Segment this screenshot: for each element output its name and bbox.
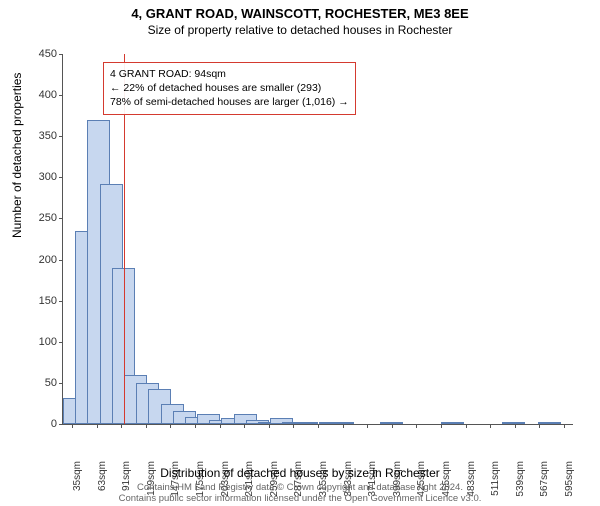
x-tick-mark bbox=[146, 424, 147, 428]
y-tick-label: 250 bbox=[25, 212, 57, 224]
y-tick-mark bbox=[59, 383, 63, 384]
annotation-line2: ← 22% of detached houses are smaller (29… bbox=[110, 81, 349, 95]
y-tick-mark bbox=[59, 260, 63, 261]
y-axis-label: Number of detached properties bbox=[10, 73, 24, 238]
y-tick-label: 100 bbox=[25, 336, 57, 348]
x-tick-mark bbox=[121, 424, 122, 428]
y-tick-label: 50 bbox=[25, 377, 57, 389]
y-tick-mark bbox=[59, 136, 63, 137]
x-tick-mark bbox=[244, 424, 245, 428]
histogram-bar bbox=[538, 422, 561, 424]
annotation-line3: 78% of semi-detached houses are larger (… bbox=[110, 95, 349, 109]
x-tick-mark bbox=[318, 424, 319, 428]
x-tick-mark bbox=[220, 424, 221, 428]
y-tick-mark bbox=[59, 342, 63, 343]
x-tick-mark bbox=[539, 424, 540, 428]
histogram-bar bbox=[441, 422, 464, 424]
x-tick-mark bbox=[392, 424, 393, 428]
plot-area: 05010015020025030035040045035sqm63sqm91s… bbox=[62, 54, 573, 425]
y-tick-mark bbox=[59, 301, 63, 302]
y-tick-label: 350 bbox=[25, 130, 57, 142]
y-tick-label: 200 bbox=[25, 254, 57, 266]
x-tick-mark bbox=[97, 424, 98, 428]
y-tick-label: 400 bbox=[25, 89, 57, 101]
chart-container: 05010015020025030035040045035sqm63sqm91s… bbox=[62, 54, 572, 424]
x-tick-mark bbox=[466, 424, 467, 428]
x-tick-mark bbox=[343, 424, 344, 428]
x-tick-mark bbox=[416, 424, 417, 428]
histogram-bar bbox=[295, 422, 318, 424]
y-tick-mark bbox=[59, 54, 63, 55]
y-tick-label: 150 bbox=[25, 295, 57, 307]
attribution-line2: Contains public sector information licen… bbox=[119, 493, 482, 504]
y-tick-mark bbox=[59, 95, 63, 96]
x-tick-mark bbox=[293, 424, 294, 428]
annotation-box: 4 GRANT ROAD: 94sqm← 22% of detached hou… bbox=[103, 62, 356, 115]
x-tick-mark bbox=[490, 424, 491, 428]
x-tick-mark bbox=[515, 424, 516, 428]
x-tick-mark bbox=[72, 424, 73, 428]
y-tick-label: 300 bbox=[25, 171, 57, 183]
y-tick-mark bbox=[59, 424, 63, 425]
attribution-line1: Contains HM Land Registry data © Crown c… bbox=[137, 482, 463, 493]
chart-title-sub: Size of property relative to detached ho… bbox=[0, 23, 600, 37]
x-tick-mark bbox=[170, 424, 171, 428]
x-tick-mark bbox=[269, 424, 270, 428]
x-tick-mark bbox=[441, 424, 442, 428]
attribution-text: Contains HM Land Registry data © Crown c… bbox=[0, 482, 600, 505]
x-tick-mark bbox=[564, 424, 565, 428]
y-tick-label: 0 bbox=[25, 418, 57, 430]
y-tick-mark bbox=[59, 177, 63, 178]
x-tick-mark bbox=[367, 424, 368, 428]
annotation-line1: 4 GRANT ROAD: 94sqm bbox=[110, 67, 349, 81]
histogram-bar bbox=[502, 422, 525, 424]
x-tick-mark bbox=[195, 424, 196, 428]
y-tick-mark bbox=[59, 218, 63, 219]
chart-title-main: 4, GRANT ROAD, WAINSCOTT, ROCHESTER, ME3… bbox=[0, 6, 600, 21]
x-axis-label: Distribution of detached houses by size … bbox=[0, 466, 600, 480]
y-tick-label: 450 bbox=[25, 48, 57, 60]
